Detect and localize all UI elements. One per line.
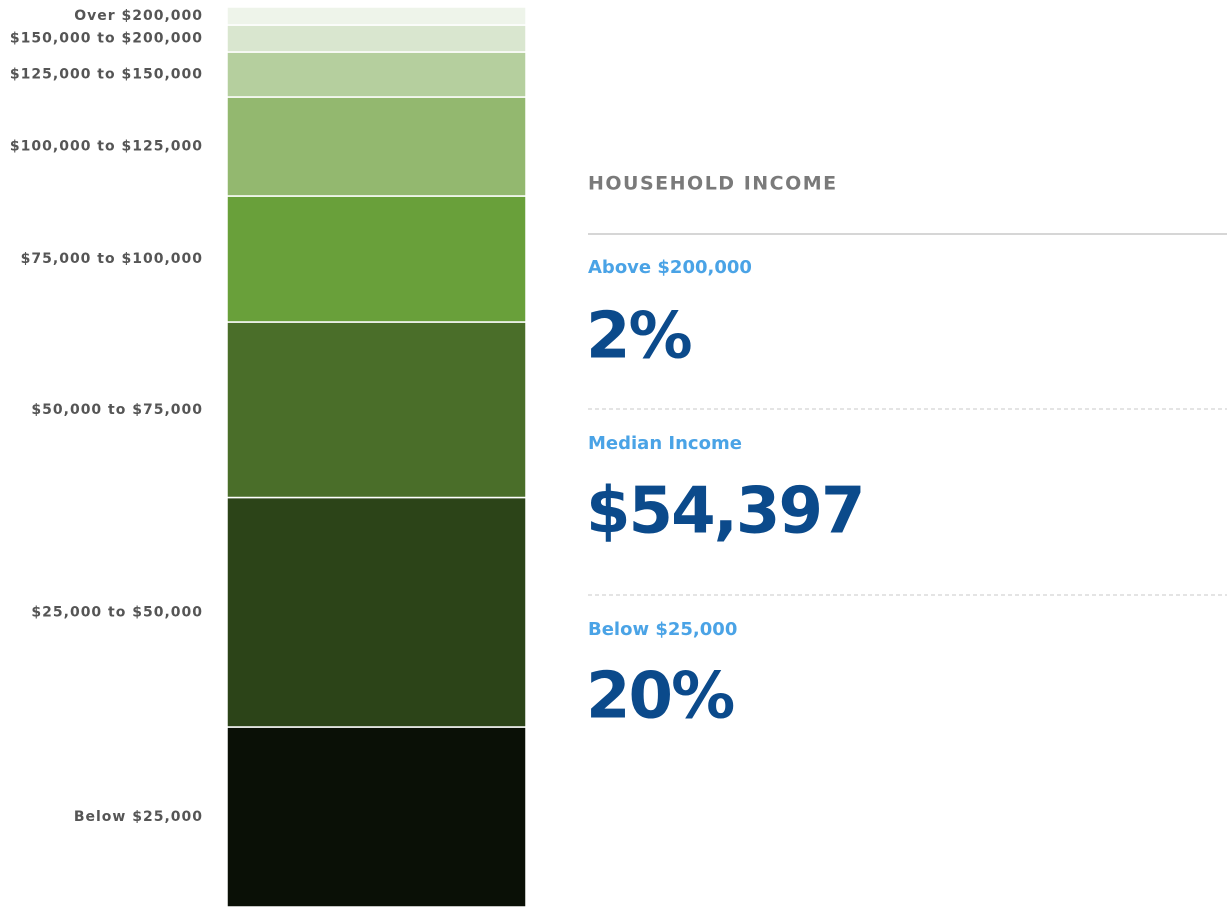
bar-segment [226,24,527,53]
bar-segment [226,51,527,98]
bar-segment [226,6,527,26]
segment-label: $125,000 to $150,000 [10,67,203,83]
segment-label: $25,000 to $50,000 [31,604,203,620]
stat-label: Median Income [588,433,742,454]
stat-value: 20% [586,660,734,734]
segment-label: $150,000 to $200,000 [10,31,203,47]
bar-segment [226,496,527,728]
stat-value: $54,397 [586,475,864,549]
bar-segment [226,726,527,907]
stat-label: Above $200,000 [588,257,752,278]
bar-segment [226,321,527,499]
bar-segment [226,195,527,323]
segment-label: $75,000 to $100,000 [21,251,203,267]
segment-label: Below $25,000 [74,809,203,825]
bar-segment [226,96,527,197]
panel-title: HOUSEHOLD INCOME [588,173,838,195]
segment-label: Over $200,000 [74,8,203,24]
stat-value: 2% [586,300,692,374]
segment-label: $50,000 to $75,000 [31,402,203,418]
segment-label: $100,000 to $125,000 [10,139,203,155]
stat-label: Below $25,000 [588,619,737,640]
